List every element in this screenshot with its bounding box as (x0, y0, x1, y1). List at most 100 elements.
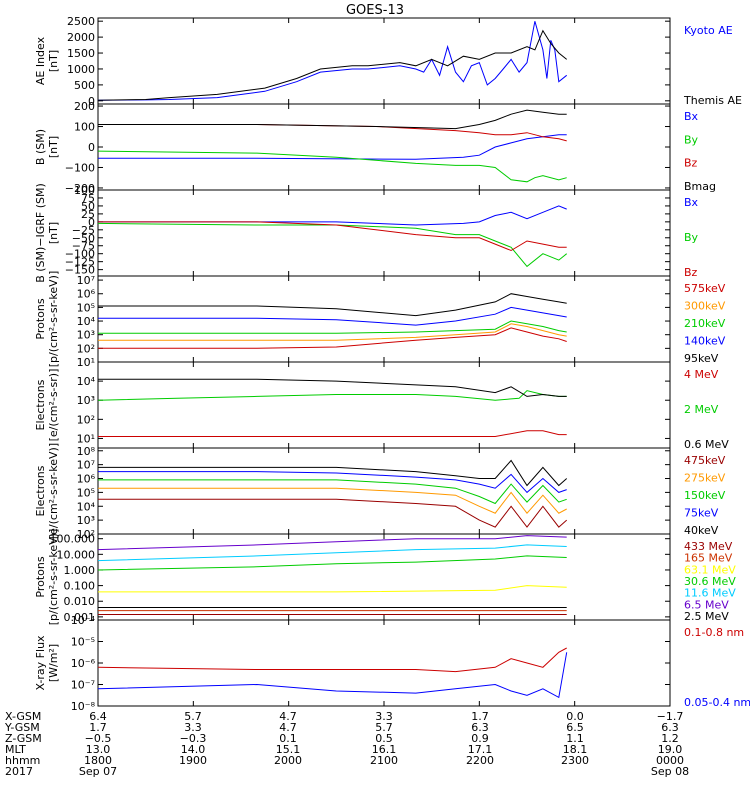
y-tick-label: 200 (74, 100, 95, 113)
legend-label: Themis AE (683, 94, 742, 107)
legend-label: 433 MeV (684, 540, 733, 553)
panel-frame (97, 619, 671, 707)
x-axis-row-value: 18.1 (563, 743, 588, 756)
series-line (98, 498, 568, 528)
x-axis-row-value: 15.1 (276, 743, 301, 756)
x-axis-row-value: 0.9 (471, 732, 489, 745)
legend-label: 11.6 MeV (684, 587, 736, 600)
y-axis-label: [p/(cm²-s-sr-keV)] (47, 529, 60, 626)
y-tick-label: 0 (88, 216, 95, 229)
y-tick-label: 10² (77, 528, 95, 541)
y-tick-label: 10⁶ (77, 473, 96, 486)
x-axis-row-value: 0.1 (279, 732, 297, 745)
series-line (98, 585, 567, 593)
y-axis-label: [e/(cm²-s-sr-keV)] (47, 443, 60, 539)
x-axis-row-value: 1.1 (566, 732, 584, 745)
y-tick-label: −200 (65, 182, 95, 195)
y-axis-label: Electrons (34, 465, 47, 516)
series-line (98, 205, 567, 226)
y-tick-label: 1500 (67, 47, 95, 60)
y-tick-label: 50 (81, 200, 95, 213)
series-line (97, 555, 567, 571)
panel-frame (97, 361, 671, 449)
x-axis-row-value: 1.7 (471, 710, 489, 723)
y-tick-label: 10⁴ (77, 375, 96, 388)
series-line (98, 293, 567, 317)
x-axis-row-value: 1.7 (89, 721, 107, 734)
series-line (98, 479, 567, 505)
y-tick-label: 1000 (67, 63, 95, 76)
y-axis-label: Electrons (34, 379, 47, 430)
x-axis-row-value: 4.7 (279, 721, 297, 734)
legend-label: 140keV (684, 335, 726, 348)
x-axis-row-label: X-GSM (5, 710, 41, 723)
legend-label: 475keV (684, 454, 726, 467)
x-axis-row-value: 14.0 (181, 743, 206, 756)
panel-frame (97, 189, 671, 277)
y-axis-label: [W/m²] (47, 644, 60, 682)
panel-1: 0 500 1000 1500 2000 2500 AE Index [nT] Kyoto AE… (34, 15, 742, 108)
y-tick-label: −50 (72, 232, 95, 245)
legend-label: 0.1-0.8 nm (684, 626, 744, 639)
legend-label: 6.5 MeV (684, 598, 729, 611)
y-tick-label: −125 (65, 256, 95, 269)
x-axis-row-value: 5.7 (375, 721, 393, 734)
series-line (97, 21, 568, 101)
x-axis-row-label: 2017 (5, 765, 33, 778)
x-axis-row-value: 4.7 (279, 710, 297, 723)
series-line (97, 544, 567, 562)
y-axis-label: B (SM) (34, 129, 47, 165)
legend-label: By (684, 231, 699, 244)
legend-label: 4 MeV (684, 368, 719, 381)
panel-7: 0.001 0.010 0.100 1.000 10.000 100.000Protons… (34, 529, 736, 626)
y-tick-label: 100 (74, 121, 95, 134)
legend-label: Bmag (684, 180, 716, 193)
x-axis-row-value: 2000 (274, 754, 302, 767)
series-line (98, 487, 567, 514)
x-axis-row-value: 6.3 (661, 721, 679, 734)
y-axis-label: [nT] (47, 136, 60, 158)
y-axis-label: B (SM)−IGRF (SM) (34, 183, 47, 283)
series-line (98, 124, 567, 142)
y-tick-label: 10¹ (77, 356, 95, 369)
y-tick-label: 25 (81, 208, 95, 221)
y-tick-label: 2000 (67, 31, 95, 44)
legend-label: 165 MeV (684, 552, 733, 565)
y-tick-label: −75 (72, 240, 95, 253)
y-tick-label: 10⁻⁶ (71, 657, 96, 670)
x-axis-table: X-GSM 6.4 5.7 4.7 3.3 1.7 0.0 −1.7 Y-GSM 1.7 3.3 4.… (4, 710, 689, 778)
y-tick-label: 100.000 (50, 533, 96, 546)
y-tick-label: 0 (88, 141, 95, 154)
legend-label: Bx (684, 110, 699, 123)
x-axis-row-value: 6.5 (566, 721, 584, 734)
x-axis-row-value: 0.5 (375, 732, 393, 745)
series-line (98, 109, 567, 130)
y-tick-label: 0 (88, 95, 95, 108)
y-axis-label: [nT] (47, 222, 60, 244)
legend-label: 275keV (684, 472, 726, 485)
y-tick-label: 10⁻⁵ (71, 636, 95, 649)
x-axis-row-value: 1.2 (661, 732, 679, 745)
y-axis-label: [nT] (47, 50, 60, 72)
y-tick-label: −150 (65, 264, 95, 277)
legend-label: 0.05-0.4 nm (684, 696, 750, 709)
legend-label: Bz (684, 266, 698, 279)
x-axis-row-value: 3.3 (375, 710, 393, 723)
x-axis-row-value: 6.3 (471, 721, 489, 734)
series-line (98, 459, 568, 487)
x-axis-row-label: MLT (5, 743, 26, 756)
legend-label: 0.6 MeV (684, 438, 729, 451)
legend-label: 210keV (684, 317, 726, 330)
y-tick-label: 10⁵ (77, 301, 95, 314)
y-tick-label: 10² (77, 413, 95, 426)
legend-label: 40keV (684, 524, 719, 537)
legend-label: 300keV (684, 300, 726, 313)
y-axis-label: AE Index (34, 36, 47, 85)
legend-label: Bx (684, 196, 699, 209)
x-axis-row-value: −0.3 (180, 732, 207, 745)
y-tick-label: 10⁶ (77, 288, 96, 301)
x-axis-row-value: 2300 (561, 754, 589, 767)
